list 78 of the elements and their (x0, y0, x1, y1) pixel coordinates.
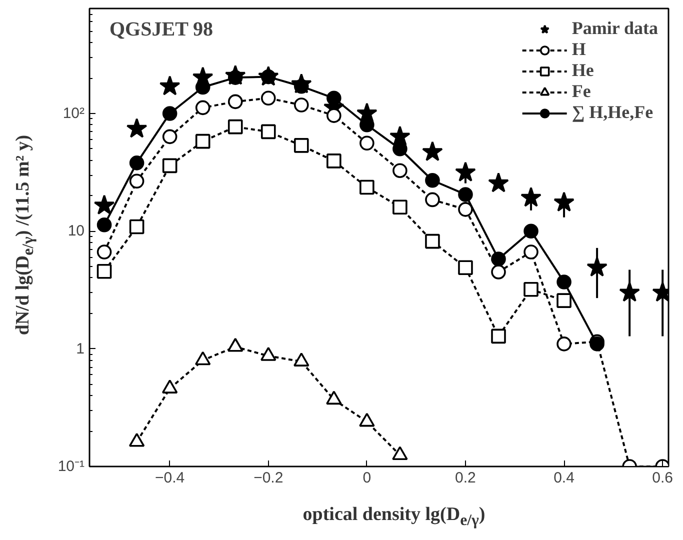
point (422, 141, 443, 162)
point (392, 200, 408, 215)
point (491, 264, 506, 280)
point (162, 380, 178, 394)
y-tick-label: 10² (62, 104, 85, 122)
point (96, 264, 112, 279)
point (293, 352, 310, 366)
point (326, 90, 342, 106)
point (128, 432, 145, 447)
point (129, 174, 144, 189)
x-tick-label: −0.2 (254, 470, 284, 486)
legend-label: Fe (572, 81, 592, 102)
point (455, 162, 476, 182)
point (360, 136, 374, 150)
point (129, 219, 144, 234)
point (556, 274, 572, 290)
point (326, 390, 342, 405)
y-tick-label: 10⁻¹ (58, 458, 85, 475)
point (458, 202, 473, 217)
x-tick-label: 0.4 (554, 470, 574, 486)
point (524, 282, 538, 297)
y-tick-label: 1 (76, 340, 84, 358)
x-tick-label: −0.4 (155, 470, 185, 486)
legend-label: ∑ H,He,Fe (572, 102, 654, 123)
legend-label: He (572, 60, 594, 81)
point (162, 129, 178, 144)
point (195, 134, 210, 149)
x-axis-title: optical density lg(D$_{e/γ}$) (302, 503, 486, 531)
point (294, 138, 309, 153)
point (195, 100, 210, 116)
point (425, 234, 440, 249)
point (619, 282, 640, 302)
point (520, 186, 542, 207)
point (392, 446, 408, 460)
point (425, 173, 440, 188)
point (162, 106, 178, 121)
point (390, 126, 410, 146)
x-tick-label: 0.2 (455, 470, 476, 486)
point (488, 172, 509, 192)
point (126, 118, 148, 138)
legend-label: Pamir data (572, 18, 658, 39)
point (194, 351, 211, 366)
point (326, 154, 342, 168)
point (326, 108, 342, 123)
point (359, 412, 375, 427)
point (162, 158, 178, 174)
point (360, 180, 374, 195)
point (159, 75, 180, 96)
point (260, 124, 276, 140)
x-tick-label: 0 (362, 470, 372, 486)
y-tick-label: 10 (68, 222, 85, 240)
point (260, 346, 276, 361)
point (491, 328, 506, 344)
point (392, 163, 408, 178)
point (556, 336, 572, 352)
x-tick-label: 0.6 (652, 470, 674, 486)
point (228, 94, 243, 110)
point (129, 156, 144, 170)
point (524, 244, 538, 260)
point (458, 260, 473, 276)
point (294, 98, 309, 112)
point (554, 192, 574, 212)
point (491, 252, 506, 266)
point (94, 194, 115, 215)
point (228, 119, 243, 134)
point (425, 192, 440, 208)
point (586, 256, 608, 277)
point (96, 218, 112, 232)
point (360, 117, 374, 132)
legend-label: H (572, 39, 587, 60)
point (96, 244, 112, 260)
point (524, 224, 538, 239)
point (556, 293, 572, 308)
point (392, 142, 408, 156)
point (227, 338, 244, 352)
point (458, 187, 473, 202)
text: QGSJET 98 (110, 18, 214, 40)
point (260, 90, 276, 106)
